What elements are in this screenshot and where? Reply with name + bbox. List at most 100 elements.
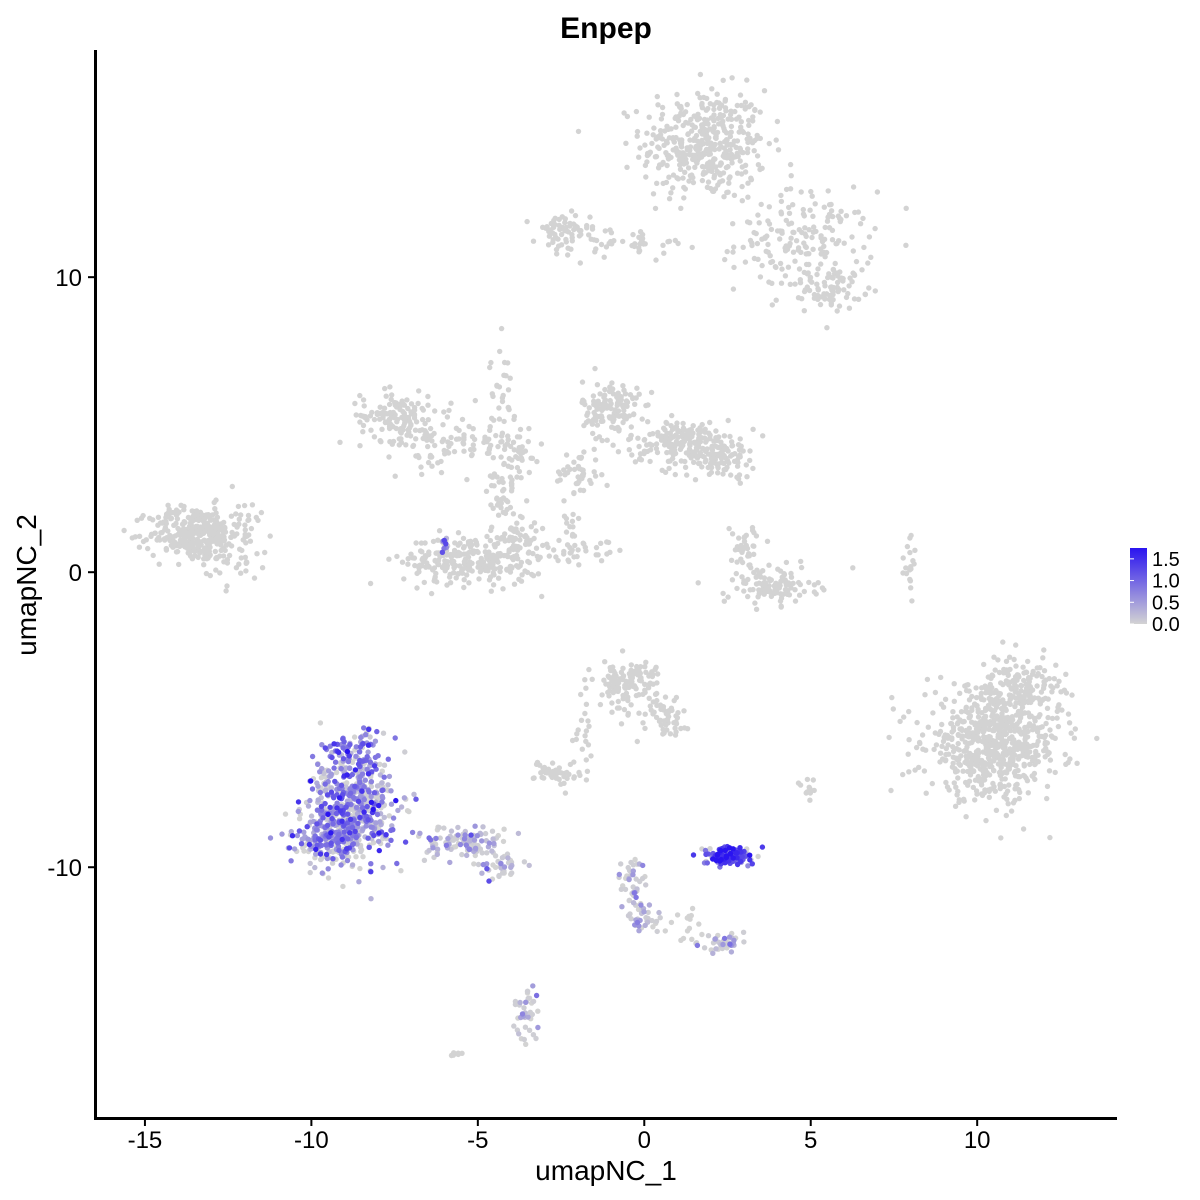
data-point — [408, 401, 415, 407]
data-point — [228, 513, 235, 519]
data-point — [406, 808, 412, 815]
data-point — [728, 129, 734, 135]
data-point — [661, 250, 667, 256]
data-point — [308, 813, 315, 819]
data-point — [226, 552, 233, 559]
data-point — [492, 853, 499, 859]
data-point — [539, 525, 546, 532]
data-point — [718, 114, 724, 121]
data-point — [923, 747, 929, 753]
data-point — [728, 557, 735, 563]
data-point — [687, 442, 693, 449]
data-point — [155, 536, 161, 542]
data-point — [377, 761, 383, 767]
data-point — [203, 550, 210, 557]
data-point — [534, 458, 540, 465]
data-point — [490, 455, 496, 461]
data-point — [593, 246, 599, 252]
data-point — [954, 768, 960, 774]
data-point — [610, 689, 616, 696]
data-point — [755, 212, 761, 218]
data-point — [602, 228, 608, 234]
data-point — [481, 439, 487, 446]
data-point — [245, 517, 251, 524]
data-point — [731, 937, 737, 943]
data-point — [368, 793, 374, 800]
data-point — [140, 538, 147, 545]
data-point — [804, 776, 811, 783]
data-point — [451, 1050, 457, 1056]
data-point — [688, 116, 694, 123]
data-point — [201, 556, 207, 562]
data-point — [720, 941, 726, 948]
data-point — [982, 787, 988, 793]
data-point — [403, 442, 409, 448]
data-point — [738, 858, 744, 865]
data-point — [374, 811, 381, 818]
data-point — [653, 445, 660, 452]
data-point — [638, 457, 645, 463]
data-point — [425, 443, 431, 450]
data-point — [786, 210, 793, 216]
data-point — [693, 146, 700, 152]
data-point — [546, 553, 552, 559]
data-point — [654, 680, 660, 686]
y-axis-title: umapNC_2 — [11, 514, 42, 656]
data-point — [309, 786, 316, 792]
data-point — [561, 467, 567, 473]
data-point — [655, 429, 661, 436]
data-point — [372, 754, 379, 761]
data-point — [730, 846, 736, 852]
data-point — [295, 799, 302, 805]
data-point — [642, 241, 648, 247]
data-point — [351, 794, 357, 801]
data-point — [626, 447, 632, 453]
data-point — [790, 249, 797, 255]
data-point — [550, 239, 556, 246]
data-point — [213, 518, 219, 524]
data-point — [680, 440, 686, 446]
data-point — [475, 861, 482, 868]
data-point — [659, 161, 665, 168]
data-point — [743, 462, 749, 468]
data-point — [195, 554, 201, 561]
data-point — [492, 544, 498, 550]
data-point — [355, 820, 361, 827]
data-point — [710, 188, 716, 194]
data-point — [726, 934, 733, 940]
data-point — [726, 180, 732, 186]
data-point — [806, 251, 812, 257]
data-point — [138, 515, 145, 521]
data-point — [721, 598, 727, 604]
data-point — [759, 262, 765, 269]
data-point — [689, 936, 695, 942]
data-point — [981, 718, 988, 725]
data-point — [364, 766, 370, 772]
data-point — [521, 1036, 527, 1043]
data-point — [647, 447, 654, 453]
data-point — [396, 442, 402, 448]
data-point — [785, 264, 792, 270]
data-point — [707, 419, 713, 426]
data-point — [684, 101, 690, 108]
data-point — [793, 238, 800, 244]
data-point — [778, 603, 784, 609]
data-point — [715, 851, 721, 857]
data-point — [565, 229, 572, 235]
data-point — [1062, 751, 1068, 758]
data-point — [821, 294, 827, 301]
data-point — [328, 840, 334, 846]
data-point — [760, 433, 766, 439]
data-point — [346, 753, 352, 759]
data-point — [436, 824, 442, 831]
data-point — [1006, 782, 1012, 788]
data-point — [221, 519, 227, 526]
data-point — [707, 846, 713, 852]
data-point — [734, 102, 740, 109]
data-point — [1031, 770, 1038, 777]
data-point — [994, 713, 1000, 719]
data-point — [801, 308, 807, 314]
data-point — [486, 577, 493, 583]
data-point — [956, 799, 962, 806]
